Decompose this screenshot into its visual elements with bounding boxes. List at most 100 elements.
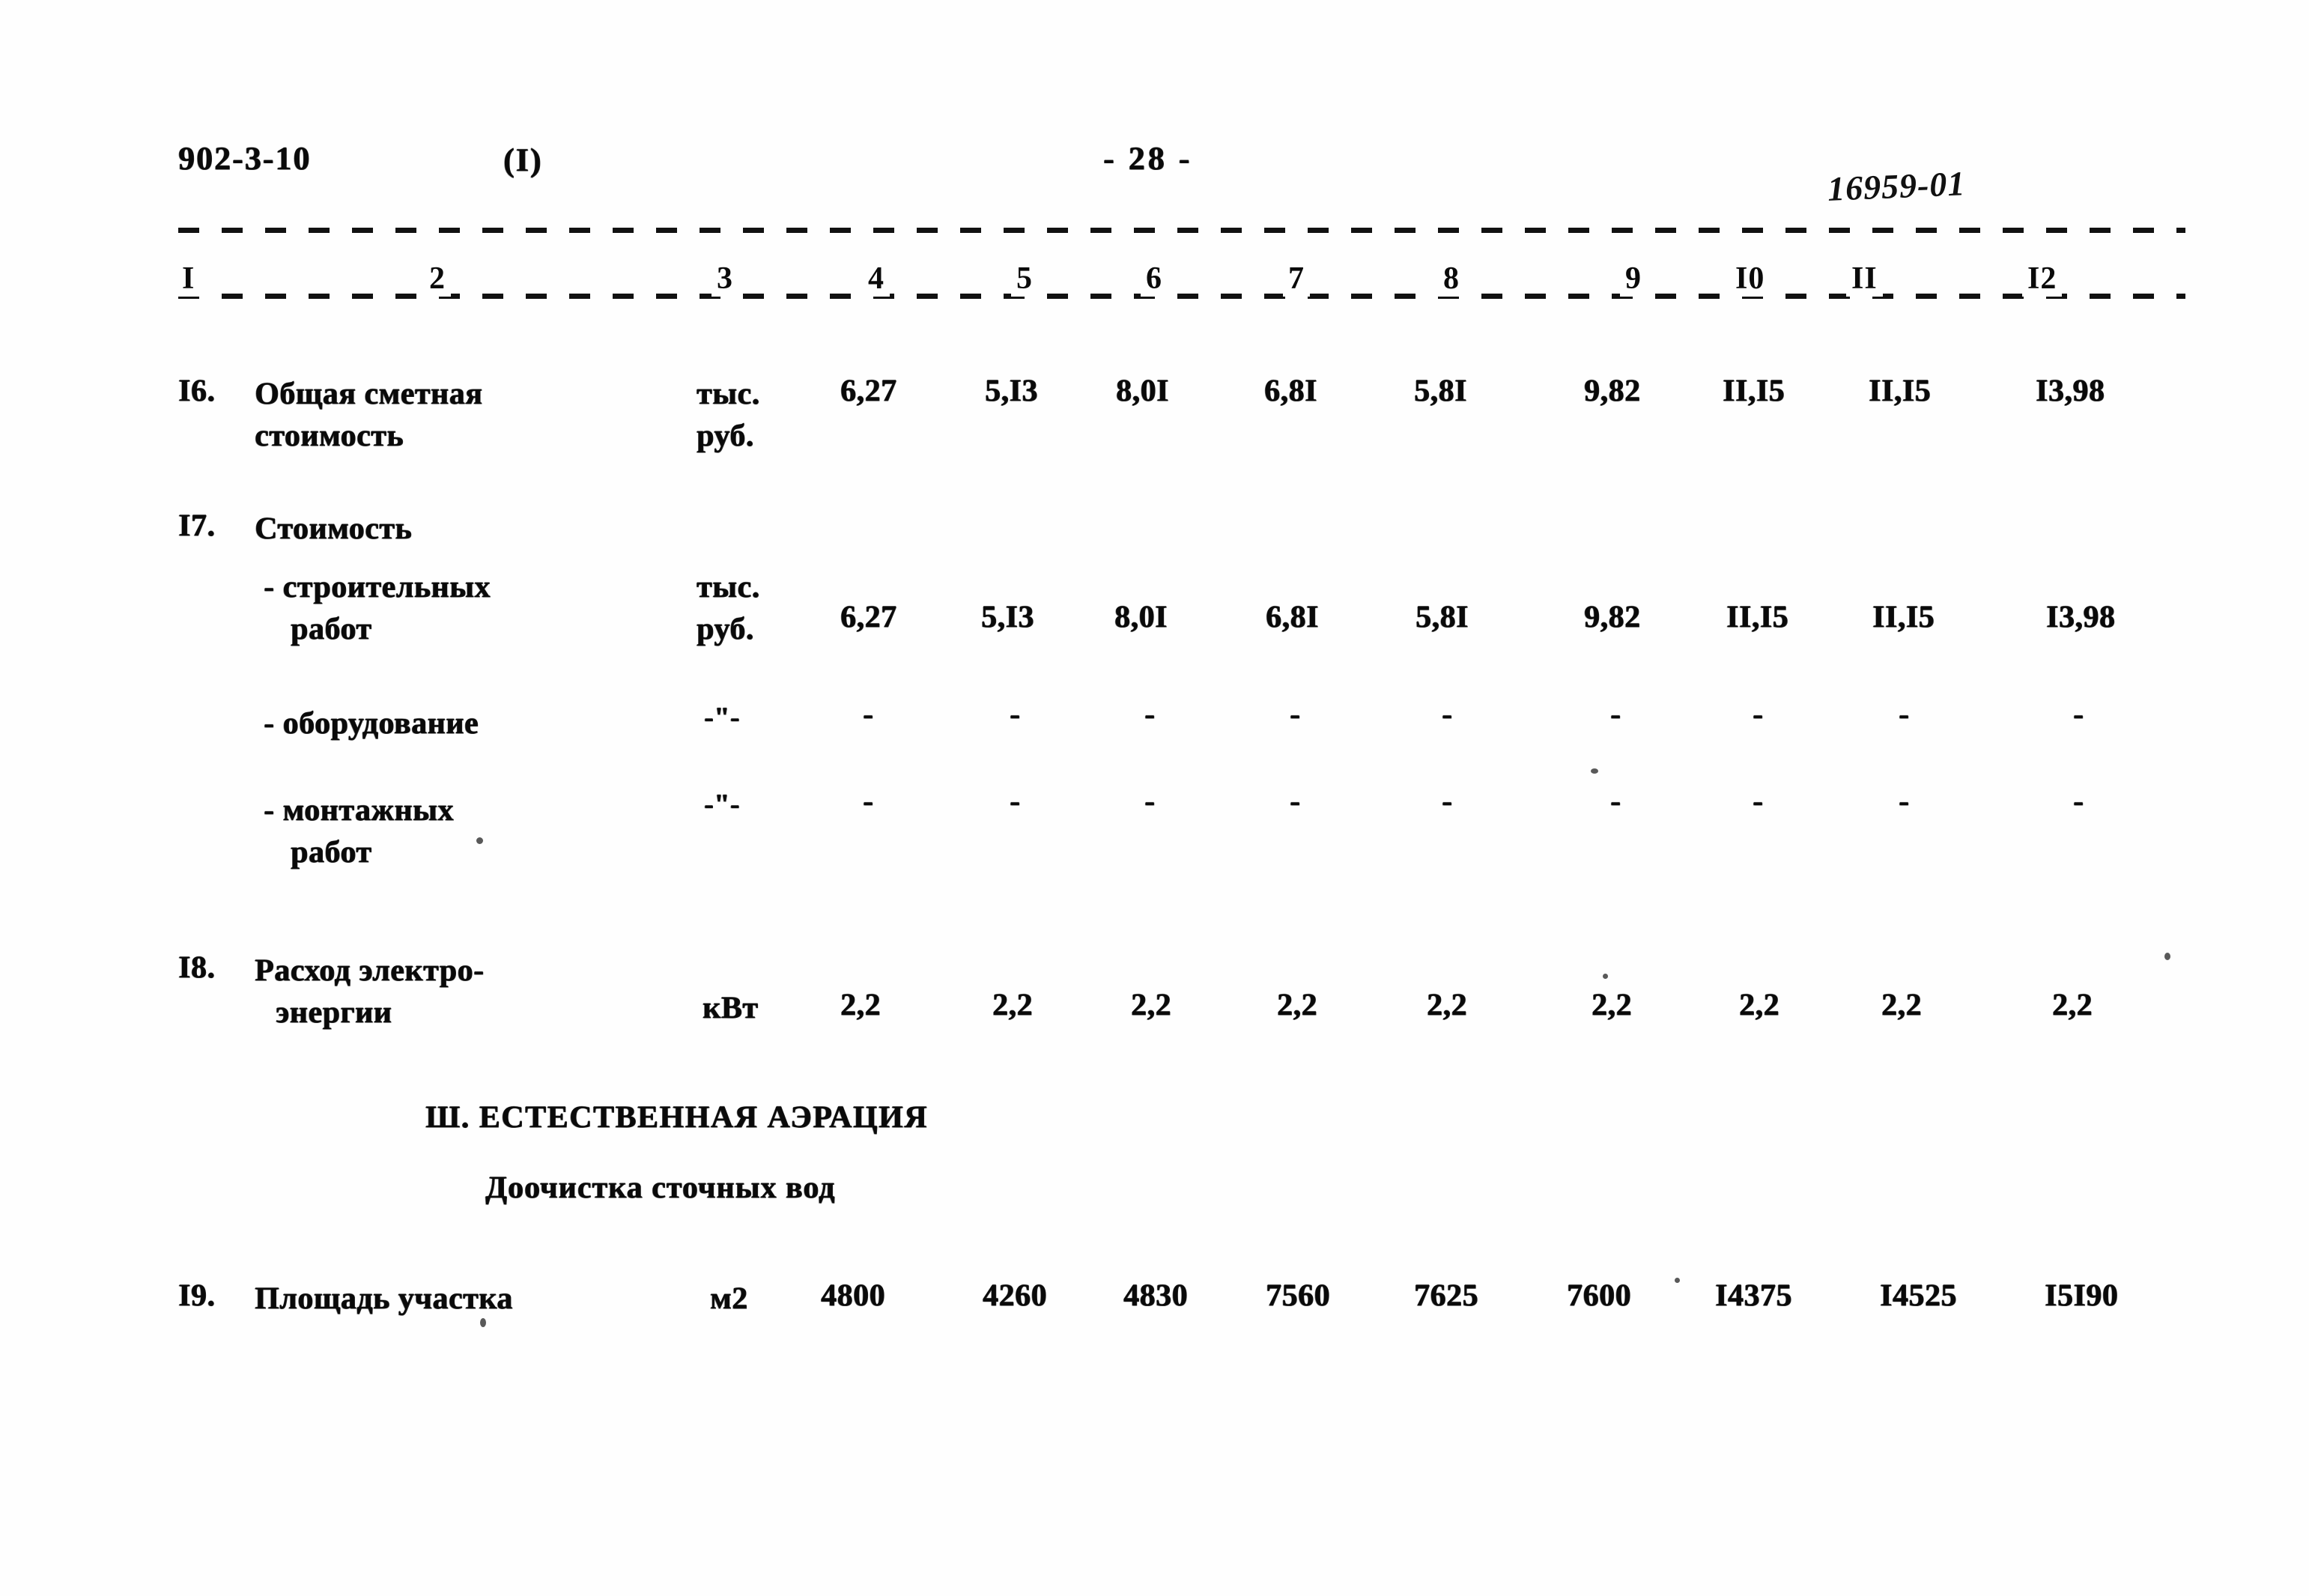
cell-r17b-c9: - (1610, 697, 1621, 732)
row-label-17c-line2: работ (291, 835, 372, 870)
cell-r16-c9: 9,82 (1584, 374, 1641, 408)
column-header-11: II (1846, 261, 1883, 297)
row-unit-19: м2 (710, 1281, 748, 1316)
column-header-2: 2 (424, 261, 451, 297)
row-label-17a-line1: - строительных (264, 570, 491, 604)
cell-r17a-c10: II,I5 (1726, 600, 1789, 634)
cell-r17c-c7: - (1290, 784, 1301, 819)
cell-r17c-c8: - (1442, 784, 1453, 819)
column-header-9: 9 (1620, 261, 1647, 297)
page-number: - 28 - (1103, 140, 1193, 177)
cell-r19-c11: I4525 (1880, 1278, 1957, 1313)
cell-r17a-c6: 8,0I (1114, 600, 1168, 634)
cell-r16-c4: 6,27 (840, 374, 897, 408)
column-header-5: 5 (1011, 261, 1038, 297)
cell-r16-c8: 5,8I (1414, 374, 1467, 408)
row-label-19: Площадь участка (255, 1281, 513, 1316)
row-label-17b: - оборудование (264, 706, 479, 741)
cell-r16-c5: 5,I3 (985, 374, 1038, 408)
cell-r19-c10: I4375 (1715, 1278, 1792, 1313)
cell-r17a-c11: II,I5 (1872, 600, 1935, 634)
row-unit-17b-ditto: -"- (704, 702, 740, 733)
cell-r17b-c7: - (1290, 697, 1301, 732)
table-header-rule (178, 294, 2185, 299)
scan-speck (480, 1318, 486, 1327)
column-header-8: 8 (1438, 261, 1465, 297)
column-header-3: 3 (711, 261, 738, 297)
scan-speck (2164, 953, 2170, 960)
cell-r19-c8: 7625 (1414, 1278, 1478, 1313)
table-top-rule (178, 228, 2185, 233)
cell-r17b-c8: - (1442, 697, 1453, 732)
scan-speck (1603, 974, 1608, 979)
cell-r17b-c10: - (1753, 697, 1764, 732)
cell-r19-c12: I5I90 (2045, 1278, 2119, 1313)
row-unit-17a-line2: руб. (697, 612, 754, 646)
row-label-16-line2: стоимость (255, 419, 404, 453)
cell-r18-c4: 2,2 (840, 988, 881, 1022)
cell-r19-c6: 4830 (1123, 1278, 1188, 1313)
row-label-18-line1: Расход электро- (255, 953, 485, 988)
column-header-6: 6 (1141, 261, 1168, 297)
cell-r17b-c4: - (863, 697, 874, 732)
cell-r18-c7: 2,2 (1277, 988, 1317, 1022)
cell-r18-c8: 2,2 (1427, 988, 1467, 1022)
row-label-18-line2: энергии (276, 995, 392, 1030)
cell-r18-c10: 2,2 (1739, 988, 1779, 1022)
handwritten-annotation: 16959-01 (1827, 164, 1967, 208)
row-number-17: I7. (178, 509, 216, 543)
row-unit-16-line2: руб. (697, 419, 754, 453)
row-number-16: I6. (178, 374, 216, 408)
document-code: 902-3-10 (178, 140, 312, 177)
cell-r18-c11: 2,2 (1881, 988, 1922, 1022)
column-header-7: 7 (1283, 261, 1310, 297)
cell-r17b-c6: - (1144, 697, 1156, 732)
scan-speck (476, 837, 483, 844)
cell-r19-c9: 7600 (1567, 1278, 1631, 1313)
cell-r17a-c4: 6,27 (840, 600, 897, 634)
cell-r19-c7: 7560 (1266, 1278, 1330, 1313)
row-number-18: I8. (178, 950, 216, 985)
cell-r17b-c5: - (1010, 697, 1021, 732)
cell-r18-c12: 2,2 (2052, 988, 2093, 1022)
cell-r17a-c12: I3,98 (2046, 600, 2116, 634)
column-header-12: I2 (2022, 261, 2063, 297)
cell-r17a-c7: 6,8I (1266, 600, 1319, 634)
cell-r17c-c11: - (1899, 784, 1910, 819)
cell-r17b-c11: - (1899, 697, 1910, 732)
cell-r17c-c9: - (1610, 784, 1621, 819)
row-label-16-line1: Общая сметная (255, 377, 483, 411)
row-unit-16-line1: тыс. (697, 377, 760, 411)
cell-r17b-c12: - (2073, 697, 2084, 732)
column-header-4: 4 (863, 261, 890, 297)
cell-r17c-c6: - (1144, 784, 1156, 819)
section-subheading: Доочистка сточных вод (485, 1171, 836, 1205)
cell-r18-c6: 2,2 (1131, 988, 1171, 1022)
cell-r17a-c8: 5,8I (1416, 600, 1469, 634)
column-header-10: I0 (1730, 261, 1771, 297)
cell-r18-c9: 2,2 (1592, 988, 1632, 1022)
cell-r17c-c5: - (1010, 784, 1021, 819)
cell-r16-c12: I3,98 (2036, 374, 2105, 408)
row-label-17c-line1: - монтажных (264, 793, 454, 828)
row-unit-17c-ditto: -"- (704, 789, 740, 820)
scan-speck (1591, 768, 1598, 774)
row-label-17a-line2: работ (291, 612, 372, 646)
cell-r18-c5: 2,2 (992, 988, 1033, 1022)
section-heading: Ш. ЕСТЕСТВЕННАЯ АЭРАЦИЯ (425, 1100, 928, 1135)
scan-speck (1675, 1278, 1680, 1283)
row-number-19: I9. (178, 1278, 216, 1313)
cell-r17c-c10: - (1753, 784, 1764, 819)
row-unit-18: кВт (703, 991, 759, 1025)
cell-r17a-c9: 9,82 (1584, 600, 1641, 634)
column-header-1: I (177, 261, 201, 297)
cell-r17c-c4: - (863, 784, 874, 819)
cell-r19-c5: 4260 (983, 1278, 1047, 1313)
document-part: (I) (503, 142, 543, 178)
cell-r17c-c12: - (2073, 784, 2084, 819)
cell-r19-c4: 4800 (821, 1278, 885, 1313)
cell-r16-c10: II,I5 (1723, 374, 1785, 408)
row-label-17: Стоимость (255, 512, 413, 546)
cell-r17a-c5: 5,I3 (981, 600, 1034, 634)
